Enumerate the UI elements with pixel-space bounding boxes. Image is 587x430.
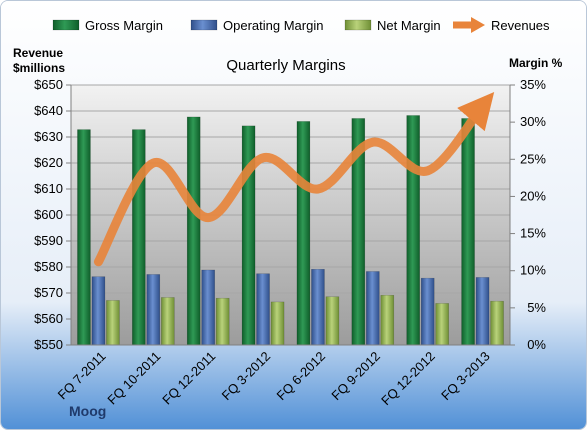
operating-margin-bar (256, 273, 270, 346)
left-tick-label: $580 (34, 259, 63, 274)
left-tick-label: $550 (34, 337, 63, 352)
left-tick-label: $560 (34, 311, 63, 326)
left-tick-label: $630 (34, 129, 63, 144)
legend-net-margin: Net Margin (344, 18, 441, 33)
legend-operating-margin: Operating Margin (190, 18, 323, 33)
legend-arrow-icon (471, 17, 485, 33)
legend-label: Revenues (491, 18, 550, 33)
source-label: Moog (69, 403, 106, 419)
legend-label: Operating Margin (223, 18, 323, 33)
net-margin-bar (270, 301, 285, 346)
gross-margin-bar (461, 118, 475, 346)
right-tick-label: 35% (520, 77, 546, 92)
right-tick-label: 15% (520, 226, 546, 241)
legend-revenues: Revenues (453, 17, 550, 33)
left-axis-label-line1: Revenue (13, 46, 63, 60)
left-tick-label: $600 (34, 207, 63, 222)
operating-margin-bar (475, 277, 490, 346)
left-tick-label: $650 (34, 77, 63, 92)
legend-swatch (52, 19, 80, 31)
legend-swatch (190, 19, 218, 31)
right-tick-label: 5% (527, 300, 546, 315)
gross-margin-bar (296, 121, 311, 346)
left-axis: $550 $560 $570 $580 $590 $600 $610 $620 $630 $640… (34, 77, 72, 352)
legend: Gross Margin Operating Margin Net Margin Re… (52, 17, 550, 33)
net-margin-bar (106, 300, 120, 346)
gross-margin-bar (406, 115, 420, 346)
chart-title: Quarterly Margins (226, 57, 345, 74)
right-axis: 0% 5% 10% 15% 20% 25% 30% 35% (509, 77, 546, 352)
left-tick-label: $640 (34, 103, 63, 118)
legend-swatch (344, 19, 372, 31)
net-margin-bar (380, 294, 395, 346)
legend-label: Net Margin (377, 18, 441, 33)
operating-margin-bar (311, 268, 325, 346)
operating-margin-bar (420, 277, 435, 346)
left-tick-label: $570 (34, 285, 63, 300)
left-axis-label-line2: $millions (13, 61, 65, 75)
gross-margin-bar (186, 116, 201, 346)
left-tick-label: $610 (34, 181, 63, 196)
gross-margin-bar (132, 129, 146, 346)
right-tick-label: 0% (527, 337, 546, 352)
net-margin-bar (161, 297, 175, 346)
net-margin-bar (325, 296, 340, 346)
right-tick-label: 25% (520, 151, 546, 166)
operating-margin-bar (201, 269, 215, 346)
right-axis-label: Margin % (509, 56, 563, 70)
bars (77, 115, 504, 346)
net-margin-bar (490, 300, 504, 346)
gross-margin-bar (77, 129, 91, 346)
legend-label: Gross Margin (85, 18, 163, 33)
right-tick-label: 10% (520, 263, 546, 278)
operating-margin-bar (91, 276, 106, 346)
right-tick-label: 30% (520, 114, 546, 129)
left-tick-label: $590 (34, 233, 63, 248)
operating-margin-bar (146, 274, 161, 346)
net-margin-bar (215, 297, 230, 346)
right-tick-label: 20% (520, 188, 546, 203)
operating-margin-bar (366, 271, 380, 346)
revenue-line-path (93, 92, 495, 267)
net-margin-bar (435, 303, 449, 346)
legend-gross-margin: Gross Margin (52, 18, 163, 33)
left-tick-label: $620 (34, 155, 63, 170)
revenue-line (93, 92, 495, 267)
